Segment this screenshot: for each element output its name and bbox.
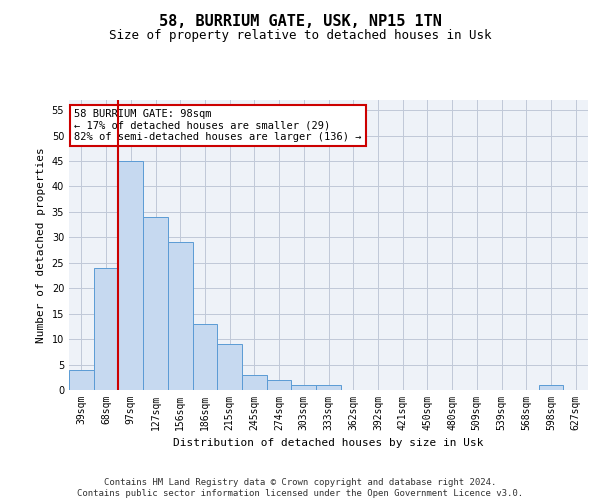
Bar: [118, 161, 143, 390]
Text: Size of property relative to detached houses in Usk: Size of property relative to detached ho…: [109, 30, 491, 43]
Text: 58 BURRIUM GATE: 98sqm
← 17% of detached houses are smaller (29)
82% of semi-det: 58 BURRIUM GATE: 98sqm ← 17% of detached…: [74, 108, 362, 142]
Bar: [193, 324, 217, 390]
Bar: [94, 268, 118, 390]
Bar: [292, 385, 316, 390]
Bar: [539, 385, 563, 390]
Bar: [168, 242, 193, 390]
Text: 58, BURRIUM GATE, USK, NP15 1TN: 58, BURRIUM GATE, USK, NP15 1TN: [158, 14, 442, 29]
X-axis label: Distribution of detached houses by size in Usk: Distribution of detached houses by size …: [173, 438, 484, 448]
Bar: [316, 385, 341, 390]
Text: Contains HM Land Registry data © Crown copyright and database right 2024.
Contai: Contains HM Land Registry data © Crown c…: [77, 478, 523, 498]
Y-axis label: Number of detached properties: Number of detached properties: [36, 147, 46, 343]
Bar: [217, 344, 242, 390]
Bar: [69, 370, 94, 390]
Bar: [267, 380, 292, 390]
Bar: [242, 374, 267, 390]
Bar: [143, 217, 168, 390]
